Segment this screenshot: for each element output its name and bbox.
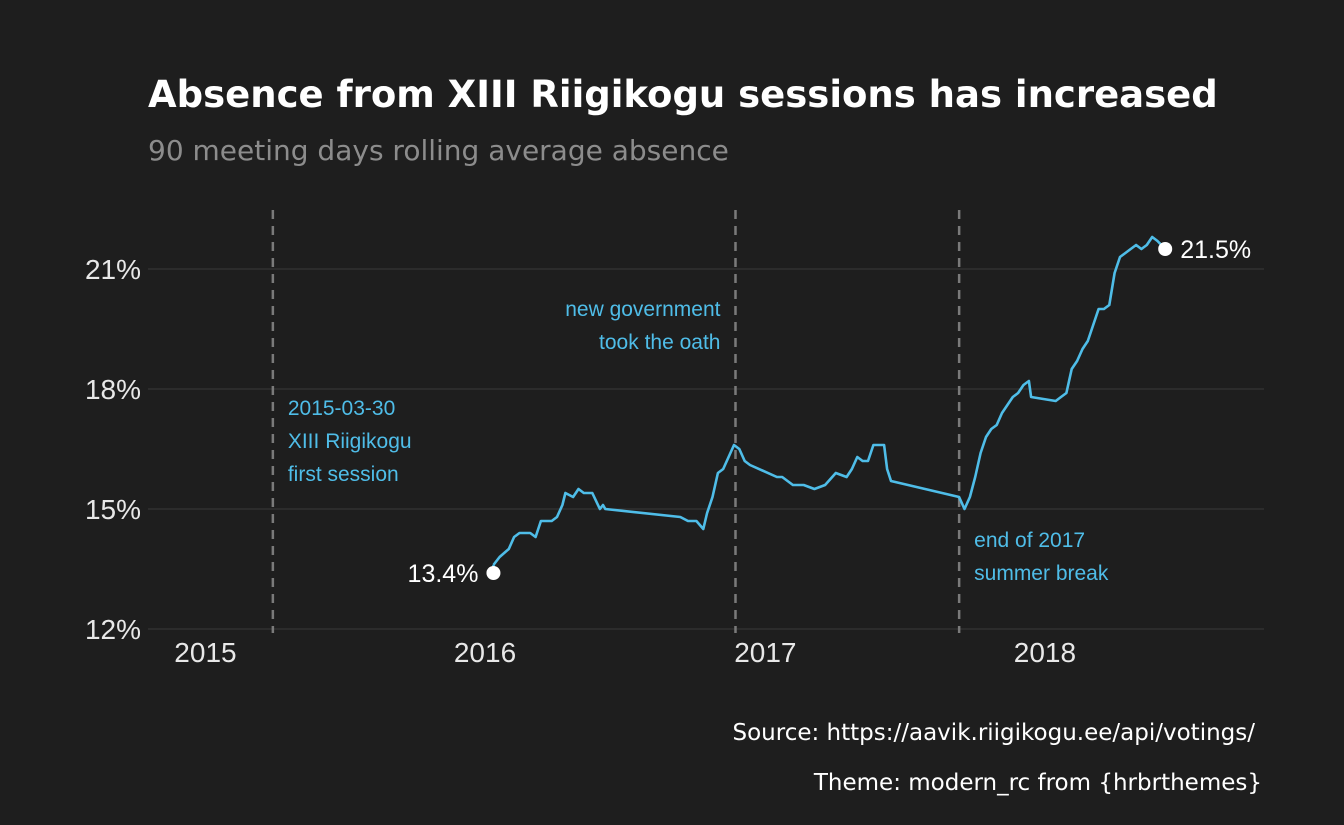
x-tick-label: 2017 <box>734 637 796 668</box>
y-tick-label: 21% <box>85 254 141 285</box>
gridlines <box>148 268 1264 630</box>
x-tick-label: 2018 <box>1014 637 1076 668</box>
event-annotation: XIII Riigikogu <box>288 430 412 453</box>
y-axis: 12% 15% 18% 21% <box>85 254 141 645</box>
endpoint-label: 13.4% <box>408 560 479 588</box>
event-annotation: took the oath <box>599 331 720 354</box>
x-tick-label: 2015 <box>174 637 236 668</box>
endpoints: 13.4% 21.5% <box>408 236 1252 588</box>
x-tick-label: 2016 <box>454 637 516 668</box>
x-axis: 2015 2016 2017 2018 <box>174 637 1076 668</box>
series-layer <box>492 235 1167 573</box>
series-line <box>492 235 1167 566</box>
endpoint-marker <box>1158 242 1173 256</box>
event-annotation: end of 2017 <box>974 529 1085 552</box>
theme-caption: Theme: modern_rc from {hrbrthemes} <box>813 770 1262 796</box>
source-caption: Source: https://aavik.riigikogu.ee/api/v… <box>733 720 1256 746</box>
event-annotation: 2015-03-30 <box>288 397 395 420</box>
y-tick-label: 12% <box>85 614 141 645</box>
y-tick-label: 18% <box>85 374 141 405</box>
event-annotation: first session <box>288 463 399 486</box>
chart-subtitle: 90 meeting days rolling average absence <box>148 134 729 167</box>
y-tick-label: 15% <box>85 494 141 525</box>
endpoint-marker <box>486 566 501 580</box>
endpoint-label: 21.5% <box>1180 236 1251 264</box>
event-annotation: new government <box>565 298 720 321</box>
event-annotation: summer break <box>974 562 1109 585</box>
event-lines: 2015-03-30 XIII Riigikogu first session new… <box>271 210 1109 633</box>
chart-title: Absence from XIII Riigikogu sessions has… <box>148 73 1218 116</box>
